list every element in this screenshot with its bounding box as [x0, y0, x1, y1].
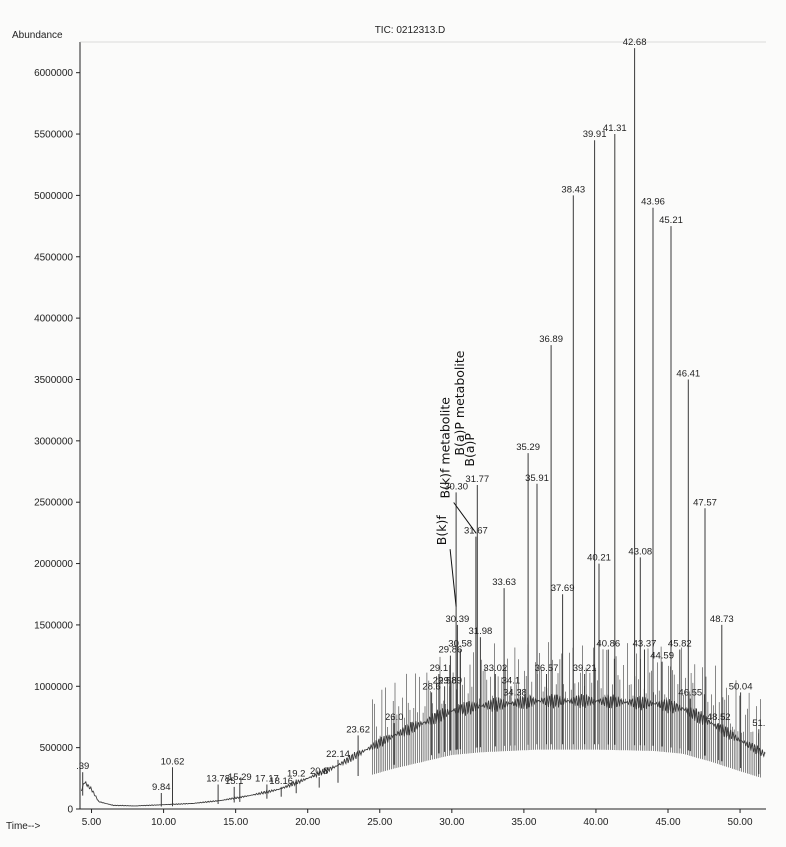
peak-label: 48.73	[710, 614, 734, 625]
peak-label: 29.89	[438, 675, 462, 686]
x-tick-label: 45.00	[655, 817, 680, 828]
peak-label: .39	[76, 761, 89, 772]
peak-label: 35.29	[516, 442, 540, 453]
peak-label: 31.77	[465, 474, 489, 485]
x-tick-label: 35.00	[511, 817, 536, 828]
chart-title: TIC: 0212313.D	[375, 25, 446, 36]
peak-label: 45.21	[659, 215, 683, 226]
peak-label: 43.08	[628, 546, 652, 557]
annotation-pointer	[449, 549, 457, 607]
peak-label: 36.89	[539, 334, 563, 345]
annotation-label: B(a)P metabolite	[452, 350, 467, 455]
peak-label: 15.29	[228, 772, 252, 783]
x-tick-label: 50.00	[728, 817, 753, 828]
peak-label: 36.57	[535, 663, 559, 674]
x-tick-label: 25.00	[367, 817, 392, 828]
peak-label: 39.21	[573, 663, 597, 674]
peak-label: 44.59	[650, 651, 674, 662]
x-tick-label: 30.00	[439, 817, 464, 828]
y-ticks: 0 500000 1000000 1500000 2000000 2500000 30000…	[34, 68, 80, 816]
annotation-label: B(k)f metabolite	[438, 397, 453, 499]
y-tick-label: 4500000	[34, 252, 73, 263]
peak-label: 48.52	[707, 712, 731, 723]
peak-label: 29.1	[430, 663, 449, 674]
peak-label: 10.62	[161, 756, 185, 767]
y-tick-label: 6000000	[34, 68, 73, 79]
peak-label: 31.67	[464, 526, 488, 537]
peak-label: 37.69	[551, 583, 575, 594]
peak-label: 35.91	[525, 473, 549, 484]
peak-label: 19.2	[287, 769, 306, 780]
peak-label: 40.21	[587, 553, 611, 564]
peak-label: 38.43	[561, 184, 585, 195]
peak-label: 42.68	[623, 37, 647, 48]
x-ticks: 5.00 10.00 15.00 20.00 25.00 30.00 35.00 40.00 4…	[82, 809, 753, 828]
peak-label: 29.86	[439, 645, 463, 656]
y-tick-label: 2000000	[34, 559, 73, 570]
peak-label: 33.02	[483, 663, 507, 674]
y-tick-label: 2500000	[34, 498, 73, 509]
peak-label: 31.98	[469, 626, 493, 637]
peak-label: 39.91	[583, 129, 607, 140]
annotation-pointer	[453, 502, 477, 534]
peak-label: 28.6	[422, 681, 441, 692]
peak-label: 40.86	[596, 639, 620, 650]
x-tick-label: 10.00	[151, 817, 176, 828]
peak-label: 9.84	[152, 782, 171, 793]
peak-label: 51.	[752, 718, 765, 729]
peak-label: 22.14	[326, 749, 350, 760]
peak-label: 41.31	[603, 123, 627, 134]
y-tick-label: 1000000	[34, 682, 73, 693]
peak-label: 43.37	[633, 639, 657, 650]
x-tick-label: 15.00	[223, 817, 248, 828]
peak-label: 18.16	[269, 776, 293, 787]
peak-label: 46.41	[676, 369, 700, 380]
chromatogram-trace	[80, 48, 766, 807]
peak-label: 34.38	[503, 688, 527, 699]
y-tick-label: 5000000	[34, 191, 73, 202]
peak-label: 43.96	[641, 197, 665, 208]
peak-label: 33.63	[492, 577, 516, 588]
annotations: B(k)f B(k)f metabolite B(a)P metaboliteB(a…	[434, 350, 477, 607]
x-tick-label: 20.00	[295, 817, 320, 828]
peak-label: 20.8	[310, 766, 329, 777]
peak-label: 13.78	[206, 774, 230, 785]
peak-label: 47.57	[693, 497, 717, 508]
y-tick-label: 4000000	[34, 314, 73, 325]
y-tick-label: 3500000	[34, 375, 73, 386]
peak-label: 45.82	[668, 639, 692, 650]
y-tick-label: 5500000	[34, 130, 73, 141]
peak-label: 50.04	[729, 681, 753, 692]
x-tick-label: 40.00	[583, 817, 608, 828]
peak-label: 23.62	[346, 724, 370, 735]
peak-label: 15.1	[225, 776, 244, 787]
annotation-label: B(k)f	[434, 515, 449, 546]
peak-label: 30.30	[444, 481, 468, 492]
annotation-label: B(a)P	[462, 433, 477, 467]
peak-label: 17.17	[255, 774, 279, 785]
y-tick-label: 3000000	[34, 436, 73, 447]
peak-label: 30.39	[446, 614, 470, 625]
peak-label: 29.58	[433, 675, 457, 686]
y-axis-label: Abundance	[12, 30, 63, 41]
peak-label: 34.1	[502, 675, 521, 686]
peak-label: 26.0	[385, 712, 404, 723]
x-tick-label: 5.00	[82, 817, 102, 828]
y-tick-label: 1500000	[34, 620, 73, 631]
peak-label: 30.58	[448, 639, 472, 650]
axes	[79, 41, 766, 810]
y-tick-label: 0	[67, 805, 73, 816]
x-axis-label: Time-->	[6, 821, 41, 832]
peak-label: 46.55	[678, 688, 702, 699]
y-tick-label: 500000	[40, 743, 74, 754]
